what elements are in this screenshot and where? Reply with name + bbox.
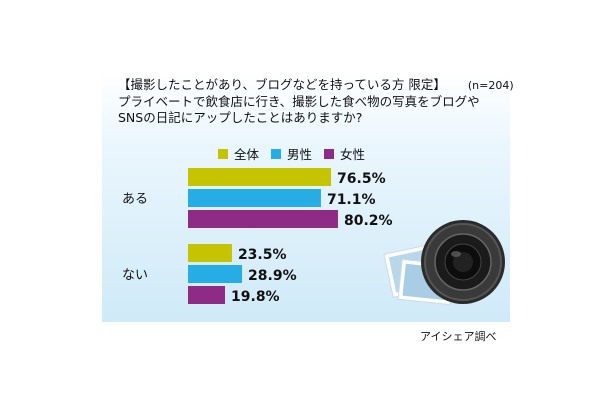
legend-label-male: 男性 <box>287 147 313 162</box>
bar-all <box>188 244 232 262</box>
bar-male <box>188 189 321 207</box>
legend: 全体 男性 女性 <box>218 144 365 163</box>
qualifier-text: 【撮影したことがあり、ブログなどを持っている方 限定】 <box>118 77 446 92</box>
data-label: 23.5% <box>238 247 287 263</box>
camera-lens-icon <box>421 220 505 304</box>
legend-label-female: 女性 <box>340 147 366 162</box>
bar-all <box>188 168 332 186</box>
legend-label-all: 全体 <box>234 147 260 162</box>
data-label: 80.2% <box>344 213 393 229</box>
legend-swatch-all <box>218 148 228 159</box>
data-label: 71.1% <box>327 192 376 208</box>
data-label: 19.8% <box>231 289 280 305</box>
source-credit: アイシェア調べ <box>420 330 497 343</box>
category-label: ある <box>122 192 148 207</box>
legend-swatch-male <box>271 148 282 159</box>
legend-item-female: 女性 <box>324 144 365 163</box>
sample-size: (n=204) <box>467 79 514 92</box>
bar-female <box>188 210 338 228</box>
legend-item-male: 男性 <box>271 144 312 163</box>
data-label: 76.5% <box>337 171 386 187</box>
question-line-2: SNSの日記にアップしたことはありますか? <box>118 110 363 125</box>
legend-swatch-female <box>324 148 335 159</box>
bar-male <box>188 265 243 283</box>
chart-header: 【撮影したことがあり、ブログなどを持っている方 限定】 (n=204) プライベー… <box>118 77 514 126</box>
legend-item-all: 全体 <box>218 144 259 163</box>
header-qualifier: 【撮影したことがあり、ブログなどを持っている方 限定】 (n=204) <box>118 77 514 94</box>
category-label: ない <box>122 268 148 283</box>
bar-female <box>188 286 226 304</box>
data-label: 28.9% <box>248 268 297 284</box>
question-line-1: プライベートで飲食店に行き、撮影した食べ物の写真をブログや <box>118 94 480 109</box>
